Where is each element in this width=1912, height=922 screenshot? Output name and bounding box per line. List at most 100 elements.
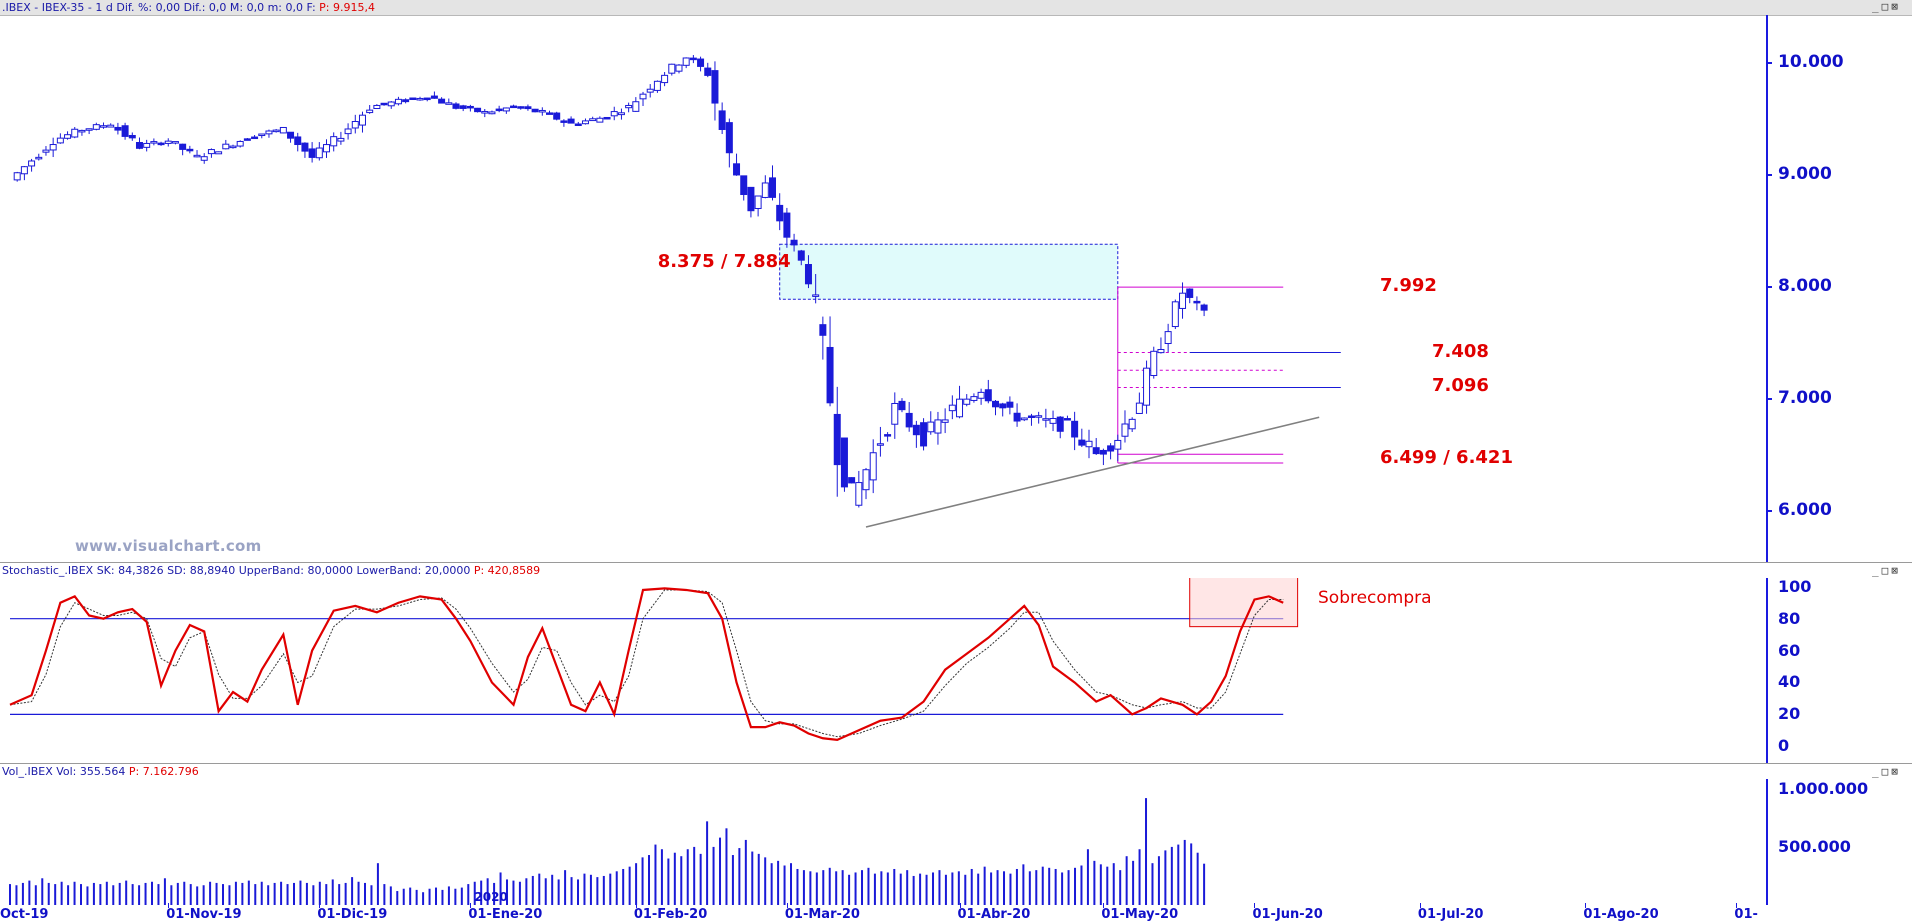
volume-bar xyxy=(286,884,289,905)
candle-body xyxy=(416,97,424,101)
candle-body xyxy=(430,95,438,99)
zone-label: 8.375 / 7.884 xyxy=(657,251,791,273)
volume-bar xyxy=(893,868,896,905)
volume-bar xyxy=(518,881,521,905)
x-axis-tick xyxy=(470,903,472,908)
trendline xyxy=(865,416,1320,528)
separator-stoch-vol[interactable] xyxy=(0,763,1912,764)
candle-body xyxy=(157,142,165,146)
price-chart[interactable] xyxy=(0,15,1766,562)
candle-body xyxy=(1150,350,1158,377)
x-axis-label: 01-Abr-20 xyxy=(957,907,1031,922)
volume-bar xyxy=(1093,860,1096,905)
candle-body xyxy=(697,58,705,67)
volume-bar xyxy=(609,873,612,905)
watermark: www.visualchart.com xyxy=(75,537,262,555)
volume-bar xyxy=(906,870,909,905)
volume-bar xyxy=(305,882,308,905)
candle-body xyxy=(1128,418,1136,430)
candle-body xyxy=(373,104,381,110)
candle-body xyxy=(488,111,496,115)
candle-body xyxy=(200,156,208,161)
price-panel-header: .IBEX - IBEX-35 - 1 d Dif. %: 0,00 Dif.:… xyxy=(0,0,375,15)
volume-bar xyxy=(493,882,496,905)
candle-body xyxy=(639,93,647,100)
stochastic-chart[interactable] xyxy=(0,578,1766,763)
volume-bar xyxy=(454,888,457,905)
stoch-y-tick-label: 80 xyxy=(1778,608,1801,628)
volume-bar xyxy=(564,870,567,905)
candle-body xyxy=(1157,348,1165,354)
volume-bar xyxy=(1145,798,1148,905)
stoch-window-buttons[interactable]: _□⊠ xyxy=(1872,564,1901,577)
volume-bar xyxy=(170,885,173,905)
candle-body xyxy=(107,124,115,128)
candle-body xyxy=(668,63,676,74)
volume-bar xyxy=(1125,856,1128,905)
volume-bar xyxy=(215,882,218,905)
volume-bar xyxy=(654,844,657,905)
candle-body xyxy=(956,398,964,418)
x-axis-tick xyxy=(319,903,321,908)
volume-bar xyxy=(196,886,199,905)
volume-bar xyxy=(583,873,586,905)
candle-body xyxy=(1006,401,1014,408)
volume-bar xyxy=(589,874,592,905)
volume-bar xyxy=(118,882,121,905)
stoch-sk-line xyxy=(9,587,1284,741)
volume-bar xyxy=(9,884,11,905)
volume-bar xyxy=(389,886,392,905)
candle-body xyxy=(920,422,928,447)
price-y-tick-label: 8.000 xyxy=(1778,276,1832,297)
price-window-buttons[interactable]: _□⊠ xyxy=(1872,0,1901,13)
candle-body xyxy=(186,148,194,152)
candle-body xyxy=(358,114,366,126)
volume-bar xyxy=(828,867,831,905)
volume-bar xyxy=(932,872,935,905)
candle-body xyxy=(28,160,36,167)
vol-y-tick-label: 500.000 xyxy=(1778,836,1851,856)
candle-body xyxy=(344,128,352,135)
stoch-title: Stochastic_.IBEX SK: 84,3826 SD: 88,8940… xyxy=(2,564,471,577)
candle-body xyxy=(632,101,640,112)
vol-window-buttons[interactable]: _□⊠ xyxy=(1872,765,1901,778)
volume-bar xyxy=(673,852,676,905)
volume-bar xyxy=(280,881,283,905)
candle-body xyxy=(171,141,179,144)
candle-body xyxy=(682,57,690,66)
stoch-y-tick-label: 20 xyxy=(1778,704,1801,724)
volume-bar xyxy=(163,878,166,905)
volume-bar xyxy=(209,881,212,905)
level-label: 7.408 xyxy=(1432,340,1489,362)
volume-bar xyxy=(719,837,722,905)
volume-bar xyxy=(1048,867,1051,905)
volume-bar xyxy=(796,868,799,905)
candle-body xyxy=(1071,420,1079,438)
volume-bar xyxy=(835,871,838,905)
x-axis-tick xyxy=(1103,903,1105,908)
volume-bar xyxy=(757,853,760,905)
volume-bar xyxy=(641,857,644,905)
volume-bar xyxy=(783,865,786,905)
volume-bar xyxy=(1190,843,1193,905)
candle-body xyxy=(848,477,856,484)
volume-bar xyxy=(1196,852,1199,905)
price-y-tick xyxy=(1766,174,1772,177)
volume-bar xyxy=(1099,864,1102,905)
volume-bar xyxy=(809,871,812,905)
candle-body xyxy=(56,137,64,144)
candle-body xyxy=(1193,300,1201,304)
volume-bar xyxy=(512,880,515,905)
candle-body xyxy=(510,105,518,109)
volume-bar xyxy=(667,858,670,905)
volume-chart[interactable] xyxy=(0,779,1766,905)
candle-body xyxy=(387,101,395,107)
volume-bar xyxy=(944,874,947,905)
candle-body xyxy=(941,419,949,423)
candle-body xyxy=(804,264,812,285)
price-y-tick-label: 6.000 xyxy=(1778,500,1832,521)
stoch-y-axis-line xyxy=(1766,578,1768,763)
separator-price-stoch[interactable] xyxy=(0,562,1912,563)
volume-bar xyxy=(260,881,263,905)
price-y-tick xyxy=(1766,286,1772,289)
